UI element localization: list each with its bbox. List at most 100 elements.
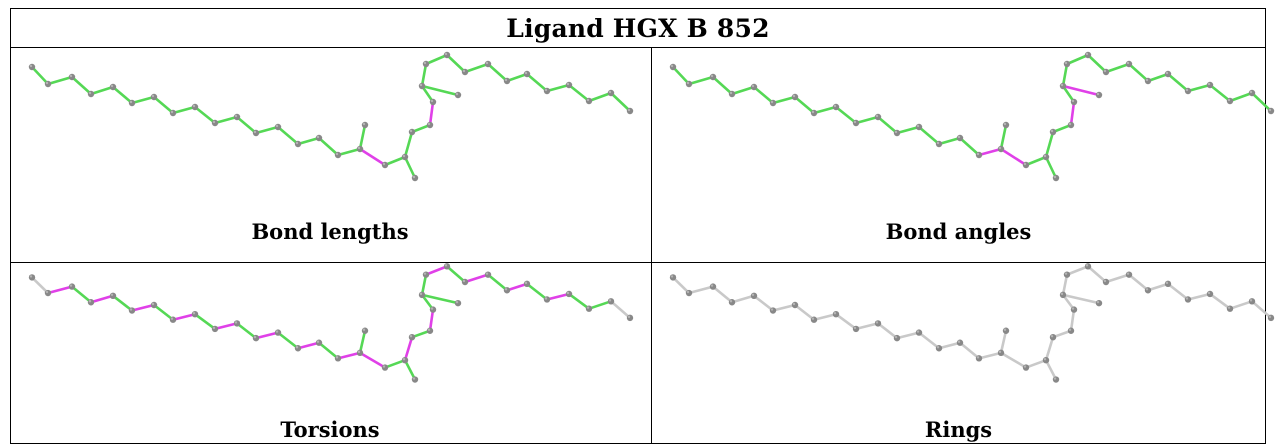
bond bbox=[545, 83, 571, 93]
atom-highlight bbox=[409, 335, 413, 338]
atom-highlight bbox=[1249, 90, 1253, 94]
atom-highlight bbox=[444, 52, 448, 56]
caption-rings: Rings bbox=[924, 417, 993, 442]
bond bbox=[317, 341, 340, 360]
atom-highlight bbox=[129, 308, 133, 311]
atom-highlight bbox=[427, 122, 431, 126]
bond bbox=[428, 308, 435, 333]
bond bbox=[1146, 282, 1170, 292]
atom-highlight bbox=[1064, 61, 1068, 65]
atom-highlight bbox=[1126, 272, 1130, 275]
atom bbox=[543, 296, 551, 303]
atom bbox=[1002, 121, 1010, 129]
atom bbox=[1144, 77, 1152, 85]
atom bbox=[418, 82, 426, 90]
atom bbox=[294, 140, 302, 148]
atom-highlight bbox=[382, 162, 386, 166]
bond bbox=[213, 322, 239, 331]
atom-highlight bbox=[1145, 288, 1149, 291]
bond bbox=[876, 115, 899, 135]
bond bbox=[1186, 83, 1212, 93]
atom-highlight bbox=[998, 146, 1002, 150]
atom-highlight bbox=[1096, 92, 1100, 96]
bond bbox=[235, 115, 258, 135]
atom-highlight bbox=[29, 275, 33, 278]
bond bbox=[70, 285, 93, 304]
bond bbox=[1250, 91, 1273, 113]
atom-highlight bbox=[419, 83, 423, 87]
atom bbox=[685, 80, 693, 88]
atom-highlight bbox=[357, 350, 361, 354]
atom bbox=[935, 140, 943, 148]
bond bbox=[1146, 72, 1170, 83]
bond bbox=[111, 85, 134, 105]
atom bbox=[361, 121, 369, 129]
atom-highlight bbox=[566, 291, 570, 295]
atom bbox=[565, 290, 573, 298]
bond bbox=[1065, 53, 1090, 66]
atom bbox=[484, 60, 492, 68]
bond bbox=[1086, 53, 1108, 74]
atom-highlight bbox=[670, 64, 674, 68]
atom bbox=[1226, 97, 1234, 105]
bond bbox=[403, 358, 417, 381]
atom bbox=[109, 83, 117, 91]
atom bbox=[252, 334, 260, 342]
bond bbox=[917, 125, 941, 146]
atom bbox=[68, 73, 76, 81]
bond bbox=[420, 62, 428, 88]
atom bbox=[211, 325, 219, 333]
atom bbox=[810, 109, 818, 117]
atom bbox=[1095, 91, 1103, 99]
bond bbox=[895, 125, 921, 135]
bond bbox=[876, 322, 899, 340]
atom bbox=[44, 80, 52, 88]
atom-highlight bbox=[1249, 299, 1253, 302]
atom-highlight bbox=[412, 377, 416, 380]
atom bbox=[87, 299, 95, 306]
atom-highlight bbox=[833, 312, 837, 315]
bond bbox=[999, 123, 1008, 151]
atom-highlight bbox=[88, 300, 92, 303]
atom-highlight bbox=[234, 114, 238, 118]
atom bbox=[626, 107, 634, 115]
bond bbox=[671, 65, 691, 86]
bond bbox=[254, 331, 280, 340]
atom-highlight bbox=[936, 346, 940, 349]
bond bbox=[771, 95, 797, 105]
bond bbox=[276, 331, 300, 350]
atom bbox=[356, 145, 364, 153]
bond bbox=[1024, 155, 1048, 167]
bond bbox=[977, 351, 1003, 360]
atom bbox=[150, 301, 158, 309]
atom-highlight bbox=[402, 154, 406, 158]
caption-torsions: Torsions bbox=[280, 417, 380, 442]
atom bbox=[334, 355, 342, 362]
bond bbox=[609, 300, 632, 320]
atom-highlight bbox=[485, 61, 489, 65]
bond bbox=[445, 53, 467, 74]
atom-highlight bbox=[875, 321, 879, 324]
atom bbox=[669, 274, 677, 281]
atom bbox=[1049, 128, 1057, 136]
atom bbox=[233, 113, 241, 121]
atom-highlight bbox=[69, 284, 73, 287]
atom bbox=[1206, 290, 1214, 298]
atom-highlight bbox=[151, 302, 155, 306]
atom-highlight bbox=[212, 326, 216, 330]
atom bbox=[709, 73, 717, 81]
bond bbox=[1208, 292, 1232, 310]
bond bbox=[1061, 293, 1101, 305]
bond bbox=[1166, 282, 1190, 301]
atom-highlight bbox=[1003, 122, 1007, 126]
bond bbox=[358, 329, 367, 355]
atom-highlight bbox=[1023, 162, 1027, 166]
atom bbox=[915, 123, 923, 131]
atom bbox=[1059, 82, 1067, 90]
atom bbox=[28, 274, 36, 281]
atom-highlight bbox=[192, 104, 196, 108]
bond bbox=[420, 273, 428, 297]
atom bbox=[422, 60, 430, 68]
atom-highlight bbox=[710, 284, 714, 287]
bond bbox=[977, 147, 1003, 157]
